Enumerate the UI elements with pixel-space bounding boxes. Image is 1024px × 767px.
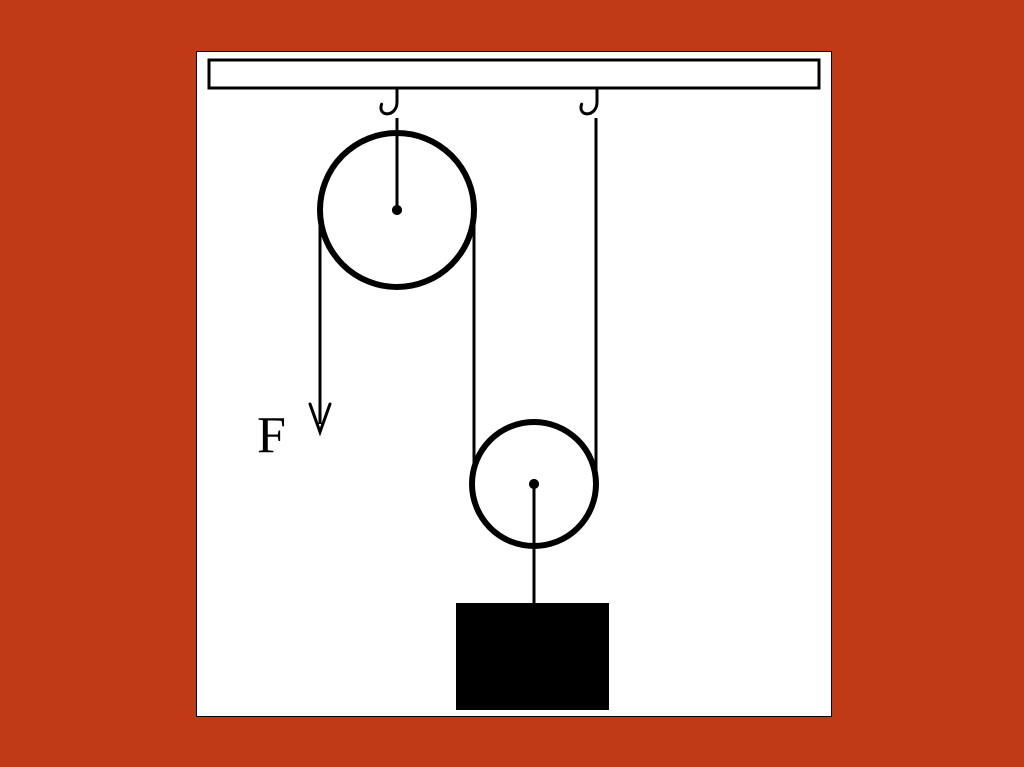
page-background: F — [0, 0, 1024, 767]
hook-left — [381, 88, 397, 114]
pulley-top-axle-dot-over — [392, 205, 402, 215]
diagram-panel: F — [196, 51, 832, 717]
hook-right — [581, 88, 597, 114]
weight-block — [457, 604, 608, 709]
ceiling-beam — [209, 60, 819, 88]
force-label: F — [257, 406, 286, 465]
pulley-diagram — [197, 52, 833, 718]
pulley-bottom-axle-dot-over — [529, 479, 539, 489]
